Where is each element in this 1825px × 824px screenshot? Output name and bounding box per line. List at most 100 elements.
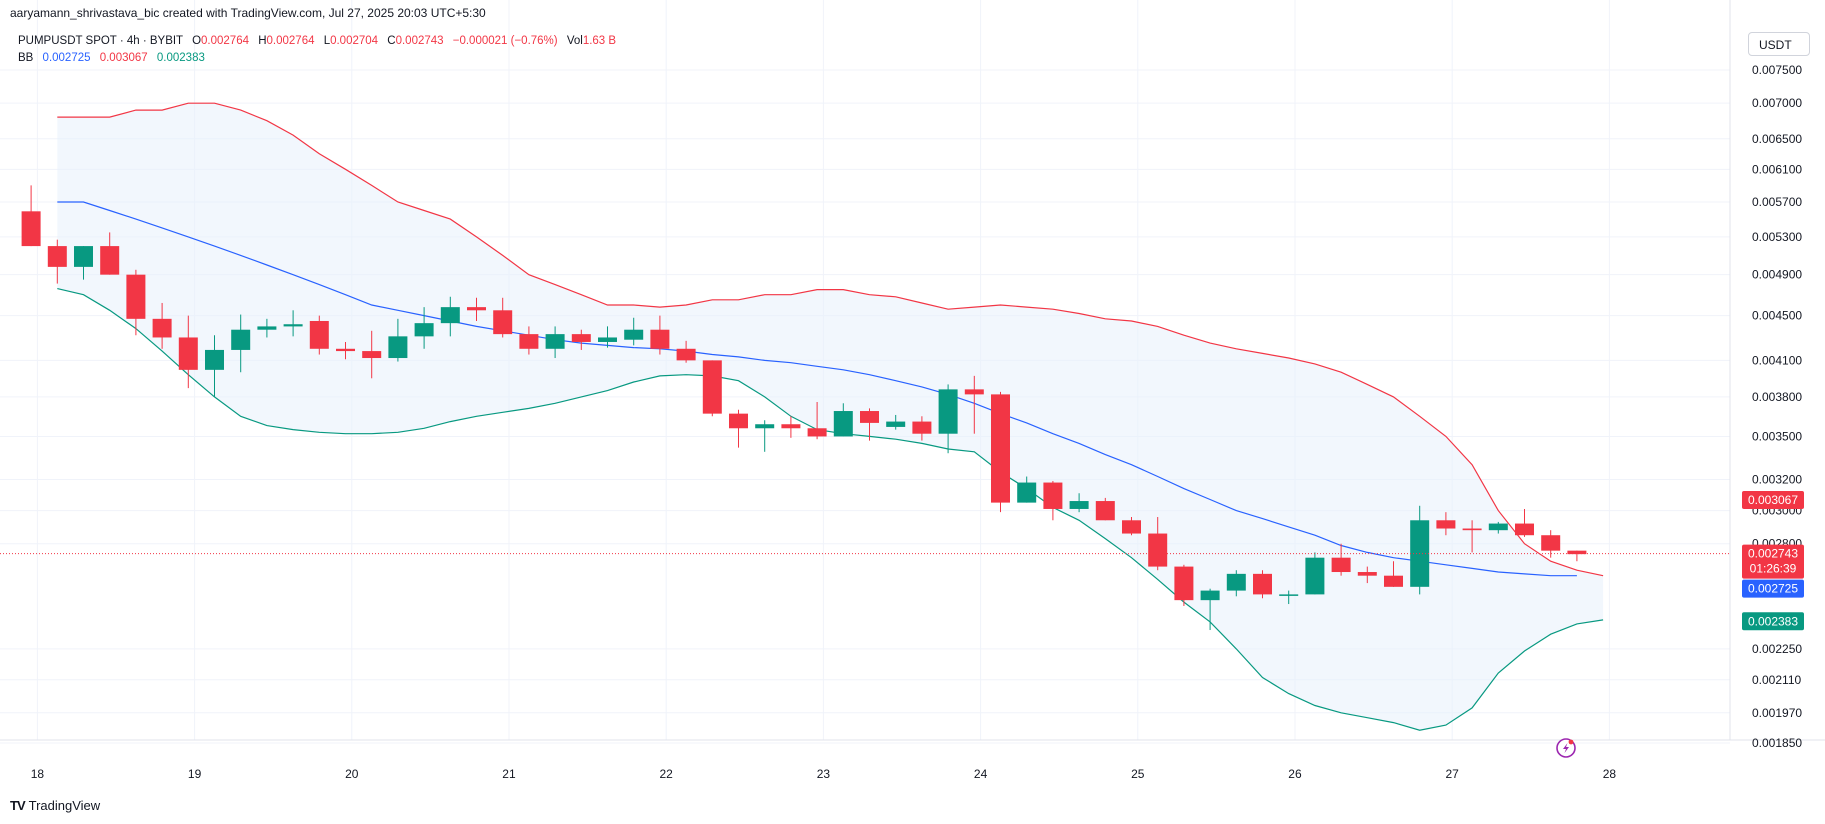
bollinger-legend[interactable]: BB 0.002725 0.003067 0.002383 (18, 52, 205, 64)
candle[interactable] (1515, 508, 1534, 537)
price-tick-label: 0.003800 (1752, 390, 1802, 404)
candle[interactable] (362, 330, 382, 379)
time-tick-label: 28 (1603, 767, 1617, 781)
svg-text:0.002383: 0.002383 (1748, 614, 1798, 628)
tradingview-footer[interactable]: TV TradingView (10, 798, 100, 813)
candle[interactable] (414, 307, 434, 349)
candle[interactable] (964, 375, 984, 434)
candle[interactable] (1069, 493, 1089, 513)
candle[interactable] (1567, 550, 1587, 562)
symbol-legend[interactable]: PUMPUSDT SPOT · 4h · BYBIT O0.002764 H 0.… (18, 35, 616, 47)
candle[interactable] (1488, 521, 1508, 534)
candle[interactable] (1357, 566, 1377, 584)
time-tick-label: 19 (188, 767, 202, 781)
candle[interactable] (152, 302, 172, 349)
symbol-name[interactable]: PUMPUSDT SPOT · 4h · BYBIT (18, 35, 183, 47)
candle[interactable] (1279, 590, 1299, 605)
candle[interactable] (571, 329, 591, 350)
close-label: C (387, 35, 396, 47)
price-tick-label: 0.004900 (1752, 268, 1802, 282)
candle[interactable] (519, 326, 539, 355)
candle[interactable] (1305, 552, 1325, 595)
candle[interactable] (1384, 561, 1403, 587)
candle[interactable] (1017, 476, 1037, 503)
candle[interactable] (467, 297, 486, 321)
candle[interactable] (1200, 588, 1220, 631)
open-label: O (192, 35, 202, 47)
candle[interactable] (1043, 481, 1063, 521)
candle[interactable] (833, 403, 853, 437)
candle[interactable] (100, 232, 120, 275)
price-tick-label: 0.006100 (1752, 162, 1802, 176)
candle[interactable] (1436, 512, 1456, 536)
bb-label[interactable]: BB (18, 52, 34, 64)
bb-upper-value: 0.003067 (99, 52, 148, 64)
high-label: H (258, 35, 267, 47)
price-tick-label: 0.001970 (1752, 706, 1802, 720)
candle[interactable] (1122, 517, 1141, 536)
candle[interactable] (938, 384, 958, 454)
price-tick-label: 0.005700 (1752, 195, 1802, 209)
bollinger-lower-line (57, 288, 1604, 731)
candle[interactable] (178, 315, 198, 389)
volume-label: Vol (566, 35, 583, 47)
candle[interactable] (702, 360, 722, 417)
currency-selector[interactable]: USDT (1748, 32, 1810, 56)
price-tick-label: 0.002250 (1752, 642, 1802, 656)
candle[interactable] (1148, 517, 1168, 571)
time-tick-label: 20 (345, 767, 359, 781)
open-value: 0.002764 (201, 35, 249, 47)
low-value: 0.002704 (330, 35, 379, 47)
candle[interactable] (388, 318, 408, 362)
candle[interactable] (860, 408, 879, 441)
svg-text:0.003067: 0.003067 (1748, 493, 1798, 507)
candle[interactable] (886, 414, 906, 430)
candle[interactable] (205, 335, 224, 397)
price-tick-label: 0.001850 (1752, 736, 1802, 750)
candle[interactable] (21, 185, 41, 247)
candle[interactable] (781, 416, 801, 438)
price-axis[interactable]: 0.007500 0.007000 0.006500 0.006100 0.005700… (1752, 63, 1802, 750)
price-tick-label: 0.002110 (1752, 673, 1801, 687)
candle[interactable] (231, 314, 251, 373)
candle[interactable] (912, 416, 932, 441)
time-tick-label: 25 (1131, 767, 1145, 781)
candle[interactable] (676, 340, 696, 363)
candle[interactable] (598, 326, 617, 348)
candle[interactable] (1095, 497, 1115, 521)
candle[interactable] (1462, 520, 1482, 553)
basis-price-tag: 0.002725 (1742, 579, 1804, 598)
candle[interactable] (1226, 570, 1246, 597)
candle[interactable] (991, 391, 1010, 513)
candle[interactable] (440, 296, 460, 337)
candle[interactable] (309, 315, 329, 355)
bb-basis-value: 0.002725 (42, 52, 91, 64)
candle[interactable] (1331, 543, 1351, 576)
close-value: 0.002743 (395, 35, 444, 47)
candle[interactable] (729, 409, 748, 448)
bollinger-basis-line (57, 201, 1577, 577)
candle[interactable] (493, 297, 513, 338)
candle[interactable] (1541, 530, 1561, 558)
bollinger-band-fill (57, 103, 1604, 731)
candle[interactable] (257, 318, 277, 338)
candle[interactable] (545, 326, 565, 359)
candle[interactable] (1174, 564, 1194, 606)
candle[interactable] (283, 310, 303, 337)
candle[interactable] (47, 239, 67, 284)
candle[interactable] (1253, 570, 1272, 599)
alert-flash-icon[interactable] (1556, 738, 1576, 758)
candle[interactable] (755, 420, 775, 452)
time-axis[interactable]: 18 19 20 21 22 23 24 25 26 27 28 (31, 767, 1617, 781)
candle[interactable] (624, 317, 644, 346)
change-value: −0.000021 (−0.76%) (452, 35, 558, 47)
candle[interactable] (807, 401, 827, 440)
candle[interactable] (74, 246, 93, 280)
candle[interactable] (650, 315, 670, 355)
price-tick-label: 0.006500 (1752, 132, 1802, 146)
candle[interactable] (336, 341, 355, 360)
candle[interactable] (126, 269, 146, 336)
time-tick-label: 26 (1288, 767, 1302, 781)
last-price-tag: 0.002743 01:26:39 (1742, 544, 1804, 579)
